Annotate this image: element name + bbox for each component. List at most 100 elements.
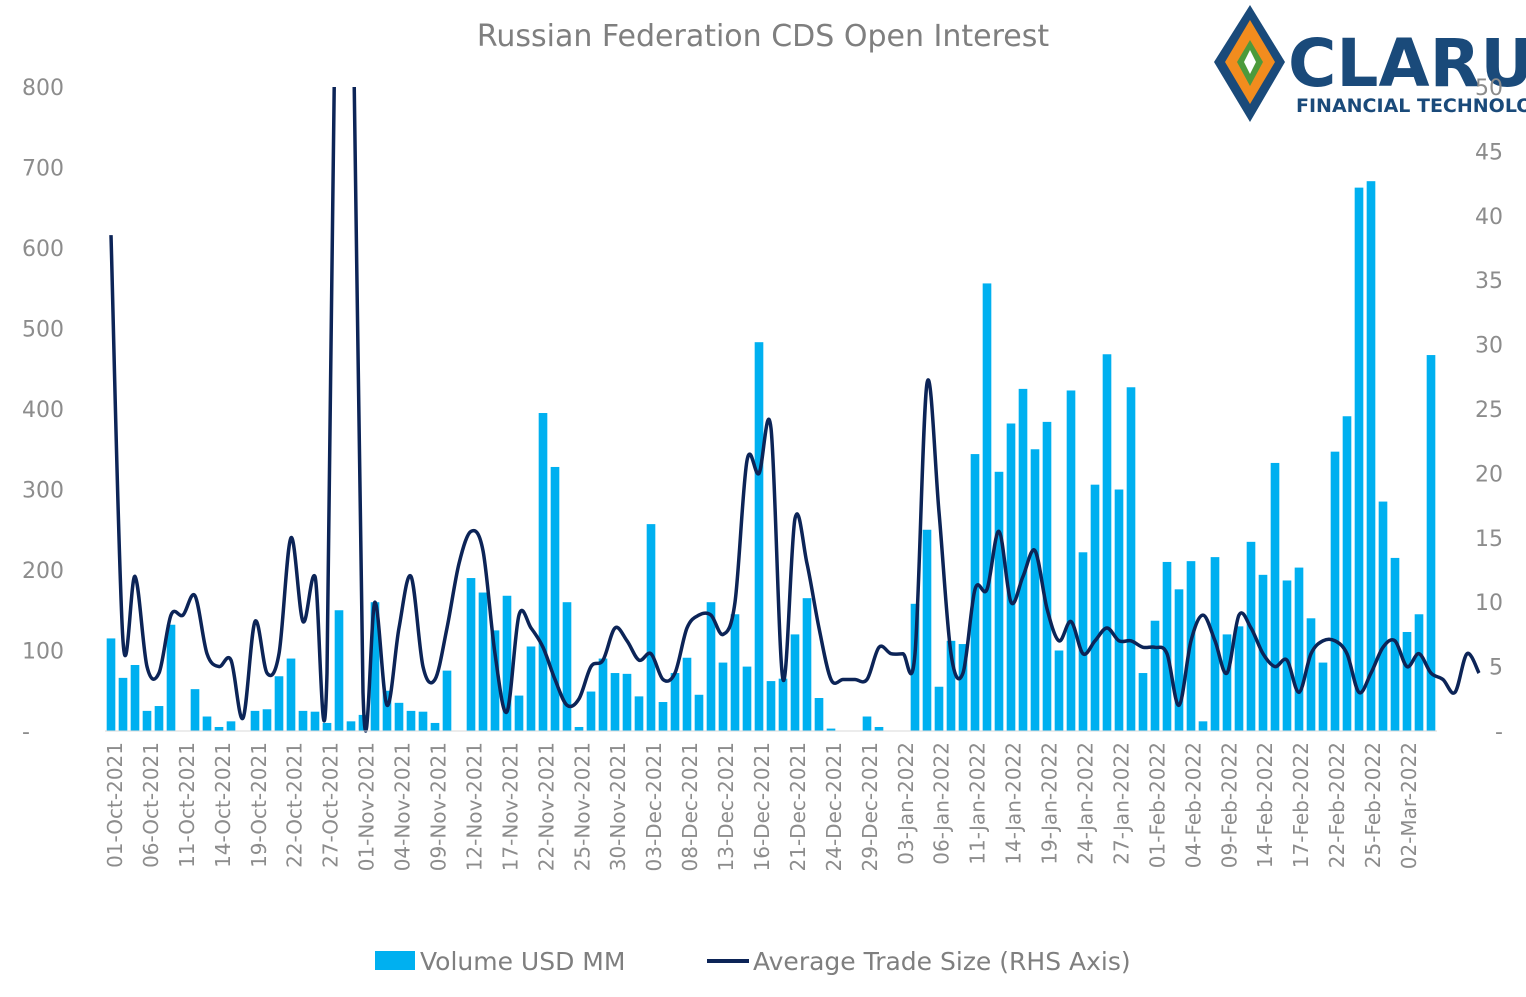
volume-bar bbox=[250, 710, 260, 732]
x-tick-label: 21-Dec-2021 bbox=[786, 742, 810, 871]
volume-bar bbox=[1426, 355, 1436, 731]
y-left-tick-label: 800 bbox=[22, 76, 64, 101]
volume-bar bbox=[934, 686, 944, 731]
volume-bar bbox=[1090, 484, 1100, 731]
volume-bar bbox=[1066, 390, 1076, 731]
y-right-tick-label: 15 bbox=[1475, 527, 1503, 552]
y-right-tick-label: 30 bbox=[1475, 334, 1503, 359]
x-tick-label: 25-Feb-2022 bbox=[1361, 742, 1385, 868]
volume-bar bbox=[214, 726, 224, 731]
x-tick-label: 01-Feb-2022 bbox=[1145, 742, 1169, 868]
x-tick-label: 13-Dec-2021 bbox=[714, 742, 738, 871]
x-tick-label: 11-Jan-2022 bbox=[966, 742, 990, 865]
trade-size-line bbox=[109, 87, 1481, 733]
volume-bar bbox=[1366, 181, 1376, 731]
volume-bar bbox=[622, 673, 632, 731]
volume-bar bbox=[430, 722, 440, 731]
volume-bar bbox=[982, 283, 992, 731]
volume-bar bbox=[778, 678, 788, 731]
volume-bar bbox=[706, 602, 716, 731]
volume-bar bbox=[598, 658, 608, 731]
volume-bar bbox=[1102, 354, 1112, 731]
volume-bar bbox=[490, 630, 500, 732]
logo-name: CLARUS bbox=[1288, 25, 1526, 102]
volume-bars bbox=[106, 181, 1436, 732]
volume-bar bbox=[154, 706, 164, 731]
x-tick-label: 17-Nov-2021 bbox=[498, 742, 522, 871]
volume-bar bbox=[1414, 614, 1424, 731]
volume-bar bbox=[946, 640, 956, 731]
volume-bar bbox=[802, 598, 812, 731]
volume-bar bbox=[514, 695, 524, 731]
x-tick-label: 14-Oct-2021 bbox=[211, 742, 235, 868]
y-left-tick-label: 300 bbox=[22, 479, 64, 504]
volume-bar bbox=[1354, 187, 1364, 732]
x-axis: 01-Oct-2021 06-Oct-2021 11-Oct-2021 14-Oct-… bbox=[103, 742, 1421, 871]
x-tick-label: 17-Feb-2022 bbox=[1289, 742, 1313, 868]
volume-bar bbox=[1330, 451, 1340, 731]
volume-bar bbox=[1150, 620, 1160, 731]
volume-bar bbox=[442, 670, 452, 732]
volume-bar bbox=[826, 728, 836, 731]
y-right-tick-label: 5 bbox=[1489, 656, 1503, 681]
x-tick-label: 06-Jan-2022 bbox=[930, 742, 954, 865]
volume-bar bbox=[1018, 388, 1028, 732]
y-right-tick-label: 50 bbox=[1475, 76, 1503, 101]
y-right-tick-label: 35 bbox=[1475, 269, 1503, 294]
y-left-tick-label: 400 bbox=[22, 398, 64, 423]
x-tick-label: 06-Oct-2021 bbox=[139, 742, 163, 868]
volume-bar bbox=[190, 689, 200, 731]
volume-bar bbox=[418, 711, 428, 731]
volume-bar bbox=[1114, 489, 1124, 731]
volume-bar bbox=[274, 676, 284, 731]
logo-tagline: FINANCIAL TECHNOLOGY bbox=[1296, 95, 1526, 117]
volume-bar bbox=[262, 709, 272, 731]
volume-bar bbox=[298, 710, 308, 732]
x-tick-label: 09-Nov-2021 bbox=[427, 742, 451, 871]
volume-bar bbox=[286, 658, 296, 731]
y-right-tick-label: 40 bbox=[1475, 205, 1503, 230]
volume-bar bbox=[394, 702, 404, 731]
volume-bar bbox=[1246, 541, 1256, 731]
x-tick-label: 12-Nov-2021 bbox=[462, 742, 486, 871]
logo-diamond-center bbox=[1244, 50, 1256, 74]
volume-bar bbox=[346, 721, 356, 731]
y-left-tick-label: 700 bbox=[22, 157, 64, 182]
volume-bar bbox=[1030, 449, 1040, 731]
volume-bar bbox=[502, 595, 512, 731]
volume-bar bbox=[166, 624, 176, 731]
x-tick-label: 11-Oct-2021 bbox=[175, 742, 199, 868]
x-tick-label: 04-Feb-2022 bbox=[1181, 742, 1205, 868]
x-tick-label: 01-Nov-2021 bbox=[355, 742, 379, 871]
volume-bar bbox=[106, 638, 116, 731]
volume-bar bbox=[550, 466, 560, 731]
x-tick-label: 02-Mar-2022 bbox=[1397, 742, 1421, 869]
chart-title: Russian Federation CDS Open Interest bbox=[477, 19, 1049, 54]
y-axis-right: - 5 10 15 20 25 30 35 40 45 50 bbox=[1475, 76, 1503, 745]
x-tick-label: 03-Jan-2022 bbox=[894, 742, 918, 865]
volume-bar bbox=[754, 342, 764, 731]
volume-bar bbox=[1378, 501, 1388, 731]
volume-bar bbox=[538, 413, 548, 731]
y-axis-left: - 100 200 300 400 500 600 700 800 bbox=[22, 76, 64, 745]
x-tick-label: 01-Oct-2021 bbox=[103, 742, 127, 868]
volume-bar bbox=[1138, 673, 1148, 731]
y-left-tick-label: 500 bbox=[22, 318, 64, 343]
x-tick-label: 29-Dec-2021 bbox=[858, 742, 882, 871]
volume-bar bbox=[730, 614, 740, 731]
x-tick-label: 19-Oct-2021 bbox=[247, 742, 271, 868]
volume-bar bbox=[1234, 626, 1244, 731]
trade-size-series-line bbox=[109, 87, 1481, 733]
volume-bar bbox=[766, 681, 776, 731]
legend-swatch-volume bbox=[375, 951, 415, 970]
x-tick-label: 22-Oct-2021 bbox=[283, 742, 307, 868]
volume-bar bbox=[1294, 567, 1304, 731]
volume-bar bbox=[1270, 462, 1280, 731]
volume-bar bbox=[634, 696, 644, 731]
x-tick-label: 27-Jan-2022 bbox=[1109, 742, 1133, 865]
x-tick-label: 04-Nov-2021 bbox=[391, 742, 415, 871]
y-left-tick-label: - bbox=[22, 720, 30, 745]
clarus-logo: CLARUS FINANCIAL TECHNOLOGY bbox=[1214, 5, 1526, 122]
volume-bar bbox=[1174, 589, 1184, 731]
